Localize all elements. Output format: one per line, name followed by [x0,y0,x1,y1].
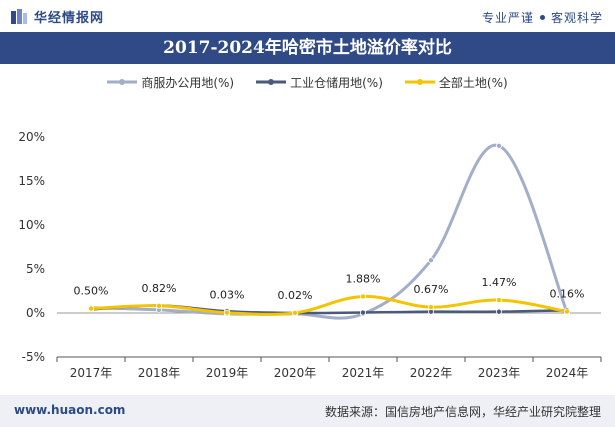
footer: www.huaon.com 数据来源：国信房地产信息网，华经产业研究院整理 [0,395,615,427]
line-chart: -5% 0% 5% 10% 15% 20% 2017年 2018年 2019年 2020年 202… [18,130,602,380]
y-tick-label: -5% [22,350,45,364]
brand-name: 华经情报网 [34,11,105,26]
y-tick-label: 20% [18,130,45,144]
y-tick-label: 10% [18,218,45,232]
legend-item-industrial: 工业仓储用地(%) [256,72,383,92]
point-all-land [88,305,95,312]
brand-logo: 华经情报网 [10,7,104,26]
brand-logo-icon [11,8,27,24]
data-label-all-land: 0.02% [278,289,313,302]
point-all-land [155,302,162,309]
x-tick-label: 2023年 [478,366,521,380]
data-label-all-land: 0.67% [414,283,449,296]
x-tick-label: 2018年 [138,366,181,380]
data-labels: 0.50% 0.82% 0.03% 0.02% 1.88% 0.67% 1.47% 0.16% [74,272,585,301]
legend-label-commercial: 商服办公用地(%) [141,75,235,90]
data-label-all-land: 1.47% [482,276,517,289]
chart-series [88,142,571,320]
chart-title: 2017-2024年哈密市土地溢价率对比 [0,32,615,64]
slogan: 专业严谨 客观科学 [482,9,603,26]
x-tick-label: 2022年 [410,366,453,380]
point-all-land [291,309,298,316]
point-industrial [495,308,502,315]
x-tick-label: 2019年 [206,366,249,380]
legend-label-industrial: 工业仓储用地(%) [290,75,383,90]
slogan-dot [539,15,545,20]
data-label-all-land: 0.50% [74,285,109,298]
legend-label-all-land: 全部土地(%) [438,75,508,90]
top-bar: 华经情报网 专业严谨 客观科学 [0,0,615,32]
y-tick-label: 0% [26,306,45,320]
x-tick-label: 2024年 [546,366,589,380]
point-all-land [223,309,230,316]
slogan-left: 专业严谨 [481,11,534,25]
slogan-right: 客观科学 [550,11,603,25]
x-tick-label: 2020年 [274,366,317,380]
chart-legend: 商服办公用地(%) 工业仓储用地(%) 全部土地(%) [0,72,615,92]
data-label-all-land: 0.16% [550,288,585,301]
point-all-land [359,293,366,300]
y-tick-label: 15% [18,174,45,188]
point-commercial [427,257,434,264]
footer-source: 数据来源：国信房地产信息网，华经产业研究院整理 [324,405,601,419]
series-line-all-land [89,294,569,316]
point-all-land [564,308,571,315]
legend-item-commercial: 商服办公用地(%) [107,72,234,92]
footer-website: www.huaon.com [14,403,126,417]
point-commercial [495,142,502,149]
x-tick-label: 2017年 [70,366,113,380]
legend-swatch-all-land [404,79,435,85]
x-tick-label: 2021年 [342,366,385,380]
point-all-land [495,297,502,304]
legend-swatch-commercial [107,79,138,85]
y-tick-label: 5% [26,262,45,276]
x-axis: 2017年 2018年 2019年 2020年 2021年 2022年 2023年 2024年 [56,356,602,380]
point-all-land [427,304,434,311]
legend-item-all-land: 全部土地(%) [404,72,508,92]
point-industrial [359,309,366,316]
data-label-all-land: 1.88% [346,272,381,285]
data-label-all-land: 0.03% [210,289,245,302]
legend-swatch-industrial [256,79,287,85]
data-label-all-land: 0.82% [142,282,177,295]
